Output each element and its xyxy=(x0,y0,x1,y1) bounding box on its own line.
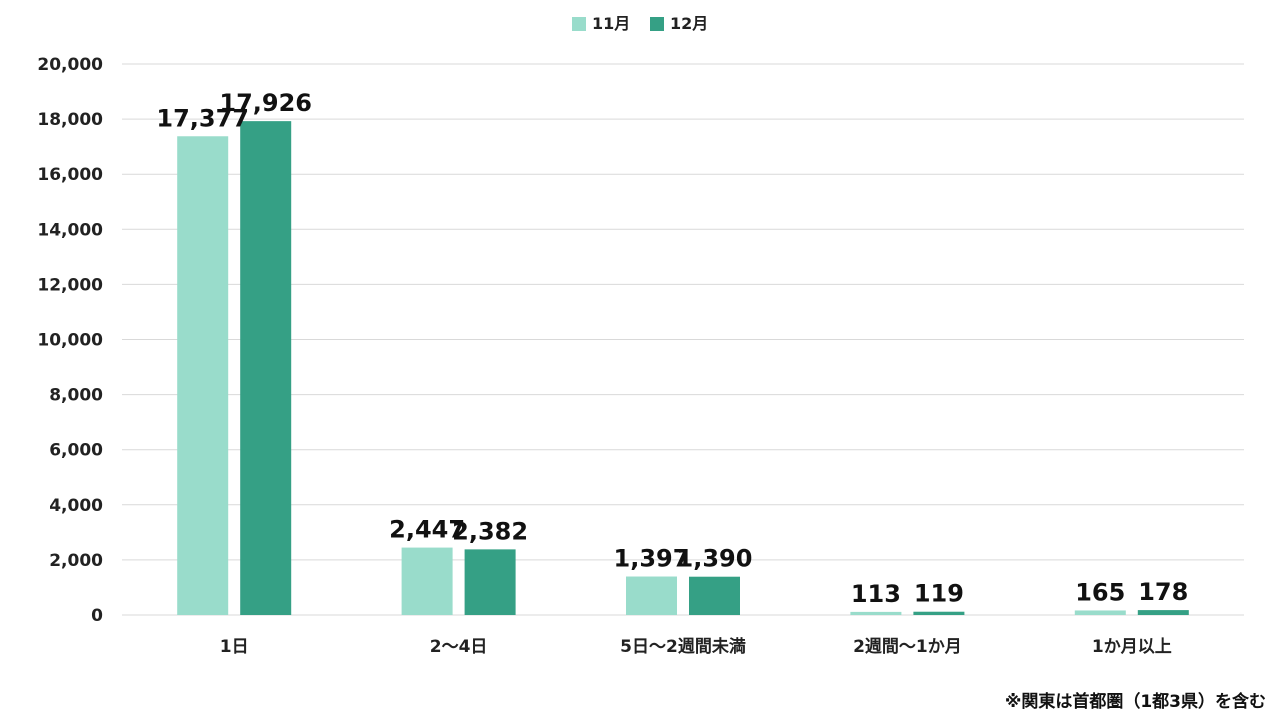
bar xyxy=(401,547,453,615)
y-axis: 0 2,000 4,000 6,000 8,000 10,000 12,000 14,000 1… xyxy=(37,55,103,626)
y-tick-label: 18,000 xyxy=(37,110,103,130)
y-tick-label: 0 xyxy=(91,606,103,626)
footnote: ※関東は首都圏（1都3県）を含む xyxy=(1005,691,1266,712)
bar xyxy=(177,136,229,615)
x-tick-label: 5日〜2週間未満 xyxy=(620,636,746,657)
bar xyxy=(464,549,516,615)
data-label: 1,397 xyxy=(614,545,690,573)
y-tick-label: 14,000 xyxy=(37,220,103,240)
x-tick-label: 2〜4日 xyxy=(430,637,488,657)
legend-label: 12月 xyxy=(670,14,708,33)
legend-swatch xyxy=(650,17,664,31)
data-label: 178 xyxy=(1138,578,1188,606)
data-label: 17,926 xyxy=(219,89,312,117)
bar xyxy=(1074,610,1126,615)
bar xyxy=(240,121,292,615)
x-tick-label: 1か月以上 xyxy=(1092,637,1172,657)
x-tick-label: 2週間〜1か月 xyxy=(853,637,962,657)
y-tick-label: 4,000 xyxy=(49,496,103,516)
data-label: 1,390 xyxy=(677,545,753,573)
y-tick-label: 2,000 xyxy=(49,551,103,571)
data-label: 2,382 xyxy=(452,517,528,545)
bar xyxy=(913,611,965,615)
data-label: 2,447 xyxy=(389,516,465,544)
y-tick-label: 20,000 xyxy=(37,55,103,75)
y-tick-label: 16,000 xyxy=(37,165,103,185)
legend-label: 11月 xyxy=(592,14,630,33)
x-axis: 1日 2〜4日 5日〜2週間未満 2週間〜1か月 1か月以上 xyxy=(220,636,1172,657)
data-label: 113 xyxy=(851,580,901,608)
bars xyxy=(177,121,1189,615)
data-label: 165 xyxy=(1075,578,1125,606)
y-tick-label: 10,000 xyxy=(37,331,103,351)
x-tick-label: 1日 xyxy=(220,637,249,657)
bar xyxy=(626,576,677,615)
bar xyxy=(689,576,740,615)
y-tick-label: 12,000 xyxy=(37,275,103,295)
gridlines xyxy=(122,63,1244,616)
bar xyxy=(1137,610,1189,615)
data-label: 17,377 xyxy=(156,104,249,132)
bar xyxy=(850,611,902,615)
y-tick-label: 8,000 xyxy=(49,386,103,406)
data-label: 119 xyxy=(914,580,964,608)
legend-swatch xyxy=(572,17,586,31)
y-tick-label: 6,000 xyxy=(49,441,103,461)
legend: 11月 12月 xyxy=(572,14,708,33)
